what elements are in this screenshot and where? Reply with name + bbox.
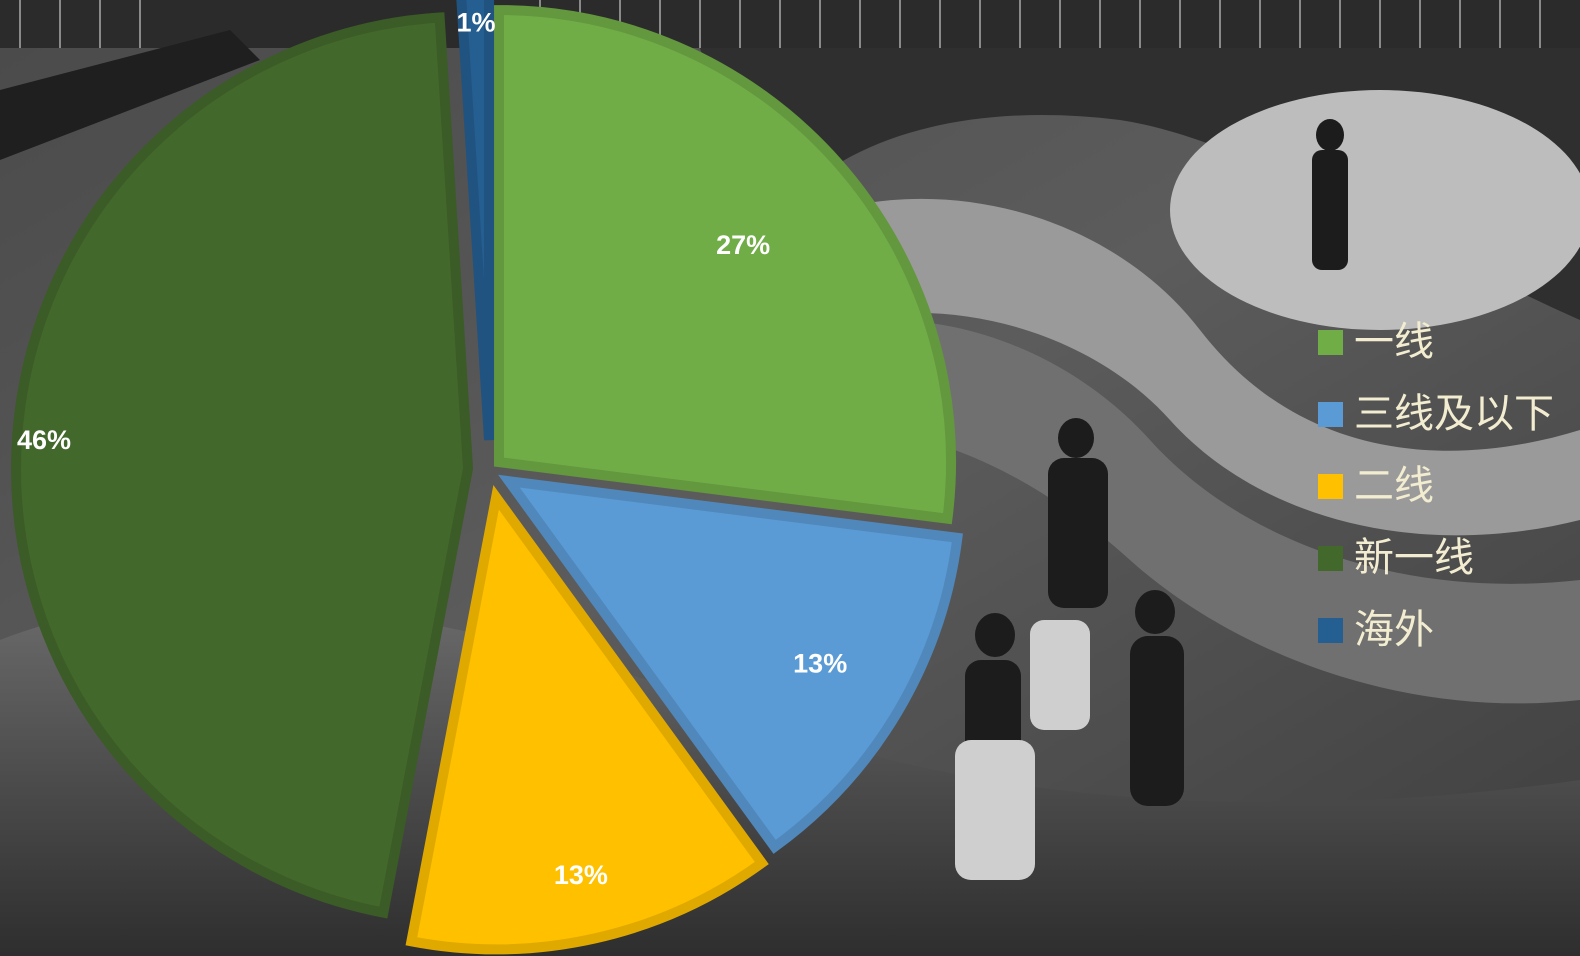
legend-label: 一线: [1354, 319, 1434, 365]
pie-slices: [11, 0, 963, 955]
slice-tier2: [405, 485, 769, 955]
legend-item-new-tier1: 新一线: [1318, 522, 1573, 594]
legend-swatch: [1318, 473, 1343, 499]
legend-item-overseas: 海外: [1318, 594, 1573, 666]
slice-tier3-below: [498, 474, 963, 854]
pie-data-label: 13%: [793, 648, 847, 678]
legend-item-tier1: 一线: [1318, 306, 1573, 378]
pie-data-label: 27%: [716, 230, 770, 260]
legend-label: 三线及以下: [1354, 391, 1554, 437]
slice-overseas: [456, 0, 495, 441]
legend-swatch: [1318, 329, 1343, 355]
pie-data-label: 13%: [554, 860, 608, 890]
legend-label: 海外: [1354, 607, 1434, 653]
legend-swatch: [1318, 545, 1343, 571]
legend-label: 二线: [1354, 463, 1434, 509]
legend-swatch: [1318, 401, 1343, 427]
slice-new-tier1: [11, 12, 474, 919]
slice-tier1: [494, 5, 956, 525]
pie-data-label: 1%: [456, 8, 495, 38]
legend-item-tier3-below: 三线及以下: [1318, 378, 1573, 450]
legend-swatch: [1318, 617, 1343, 643]
pie-data-label: 46%: [17, 425, 71, 455]
legend-label: 新一线: [1354, 535, 1474, 581]
chart-legend: 一线 三线及以下 二线 新一线 海外: [1318, 306, 1573, 666]
pie-data-labels: 27% 13% 13% 46% 1%: [17, 8, 847, 890]
legend-item-tier2: 二线: [1318, 450, 1573, 522]
